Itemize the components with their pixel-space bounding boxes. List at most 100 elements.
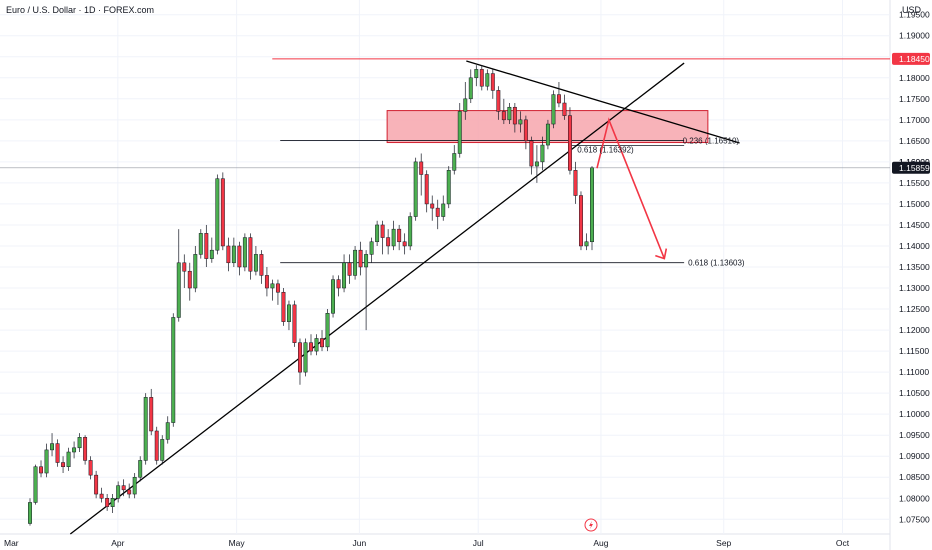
candle [573,161,578,204]
candle [309,334,313,356]
candle-body-down [479,69,484,87]
candle-body-down [501,111,506,121]
candle-body-up [342,262,347,289]
candle [562,94,567,120]
candle [413,157,418,221]
candle-body-down [397,228,402,243]
candle-body-up [364,254,369,268]
price-tick-label: 1.12500 [899,304,930,314]
candle [446,166,451,209]
candle-body-down [248,237,253,272]
candle-body-up [413,161,418,217]
candle [468,69,473,104]
price-badge-label: 1.15859 [899,163,930,173]
candle [287,300,291,331]
month-label: Apr [111,538,124,548]
candle-body-down [298,342,302,373]
candle [463,81,468,120]
time-axis[interactable]: Mar Apr May Jun Jul Aug Sep Oct [4,538,850,548]
candle [474,65,479,87]
price-axis[interactable]: 1.07500 1.08000 1.08500 1.09000 1.09500 1.100… [892,10,930,525]
candle [419,153,424,196]
candle-body-down [259,254,264,276]
candle [568,107,572,175]
candle-body-down [424,174,429,205]
candle-body-down [402,241,407,247]
candle-body-down [562,102,567,116]
candle-body-down [320,338,324,348]
candle-body-up [193,254,198,289]
candle-body-down [237,245,242,268]
candle [270,279,275,301]
candle-body-down [94,474,99,495]
candle [496,86,501,120]
candle [204,224,209,267]
falling-trendline [466,60,740,144]
price-tick-label: 1.15500 [899,178,930,188]
candle [430,195,435,221]
projection-arrow [596,117,666,259]
candle-body-up [231,245,236,264]
candle-body-down [83,437,88,461]
candle [375,220,380,246]
candle-body-up [198,233,203,255]
month-label: Jun [353,538,367,548]
price-tick-label: 1.09000 [899,451,930,461]
candle [452,145,457,175]
candle [160,435,165,465]
candle [380,220,385,255]
candle-body-up [551,94,556,125]
candle-body-up [391,228,396,247]
candle [171,313,176,427]
candle [331,275,335,318]
candle [264,267,269,297]
candle-body-down [556,94,561,104]
candle [165,416,170,444]
candle [248,233,253,280]
candle [44,443,49,478]
candle-body-down [573,170,578,196]
candle [253,245,258,276]
candle-body-down [99,493,104,499]
candle [402,233,407,255]
candle-body-down [105,498,110,507]
candle-body-up [242,237,247,268]
candle [551,90,556,129]
price-tick-label: 1.13000 [899,283,930,293]
candles-layer [28,65,594,526]
price-tick-label: 1.14500 [899,220,930,230]
candle-body-up [474,69,479,79]
candle [187,262,192,301]
candle [303,338,308,377]
candle-body-up [590,167,594,243]
candle [226,237,231,272]
candle [220,172,225,251]
candle [512,103,517,133]
price-tick-label: 1.13500 [899,262,930,272]
candle [298,338,302,385]
candle [424,170,429,213]
candle-body-up [452,153,457,171]
candle-body-down [127,489,132,495]
candle [193,245,198,293]
candle-body-up [353,249,358,276]
candle-body-down [529,140,534,167]
candle-body-up [408,216,413,247]
candle [105,494,110,511]
candle [336,275,341,297]
candle [99,487,104,503]
candle [590,166,594,251]
price-tick-label: 1.17500 [899,94,930,104]
candle [485,69,490,91]
candle [545,119,550,150]
candle [94,470,99,499]
candle-body-up [463,98,468,112]
month-label: Mar [4,538,19,548]
month-label: Jul [473,538,484,548]
month-label: May [229,538,246,548]
price-tick-label: 1.11000 [899,367,929,377]
candle-body-up [325,313,330,348]
candle-body-up [485,73,490,87]
candle-body-up [143,397,148,461]
